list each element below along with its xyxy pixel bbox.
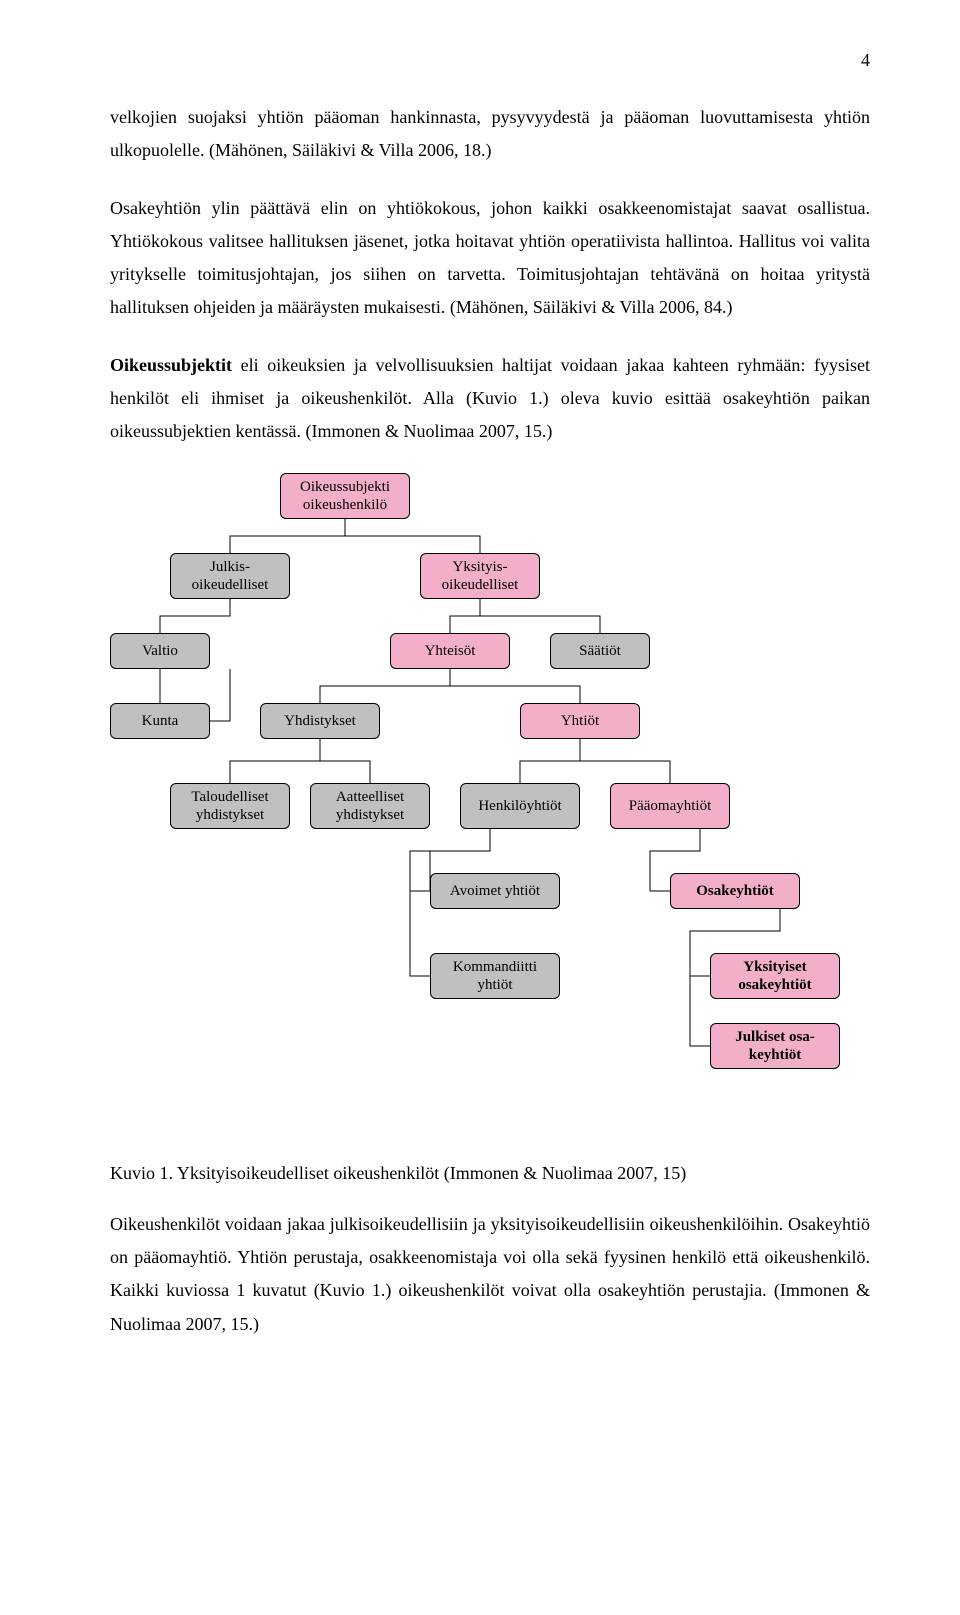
page: 4 velkojien suojaksi yhtiön pääoman hank… bbox=[0, 0, 960, 1425]
node-yhteisot: Yhteisöt bbox=[390, 633, 510, 669]
node-avoimet: Avoimet yhtiöt bbox=[430, 873, 560, 909]
node-root: Oikeussubjektioikeushenkilö bbox=[280, 473, 410, 519]
paragraph-2: Osakeyhtiön ylin päättävä elin on yhtiök… bbox=[110, 192, 870, 325]
org-diagram: Oikeussubjektioikeushenkilö Julkis-oikeud… bbox=[110, 473, 870, 1103]
node-yhtiot: Yhtiöt bbox=[520, 703, 640, 739]
node-paaoma: Pääomayhtiöt bbox=[610, 783, 730, 829]
node-aatteell: Aatteellisetyhdistykset bbox=[310, 783, 430, 829]
node-yhdistykset: Yhdistykset bbox=[260, 703, 380, 739]
node-kommandi: Kommandiittiyhtiöt bbox=[430, 953, 560, 999]
node-julkis: Julkis-oikeudelliset bbox=[170, 553, 290, 599]
node-julkiset: Julkiset osa-keyhtiöt bbox=[710, 1023, 840, 1069]
paragraph-3: Oikeussubjektit eli oikeuksien ja velvol… bbox=[110, 349, 870, 449]
node-yksityiset: Yksityisetosakeyhtiöt bbox=[710, 953, 840, 999]
node-valtio: Valtio bbox=[110, 633, 210, 669]
node-henkilo: Henkilöyhtiöt bbox=[460, 783, 580, 829]
paragraph-1: velkojien suojaksi yhtiön pääoman hankin… bbox=[110, 101, 870, 168]
p3-bold: Oikeussubjektit bbox=[110, 355, 232, 375]
node-yksityis: Yksityis-oikeudelliset bbox=[420, 553, 540, 599]
node-taloud: Taloudellisetyhdistykset bbox=[170, 783, 290, 829]
node-osake: Osakeyhtiöt bbox=[670, 873, 800, 909]
page-number: 4 bbox=[110, 50, 870, 71]
node-kunta: Kunta bbox=[110, 703, 210, 739]
figure-caption: Kuvio 1. Yksityisoikeudelliset oikeushen… bbox=[110, 1163, 870, 1184]
node-saatiot: Säätiöt bbox=[550, 633, 650, 669]
paragraph-4: Oikeushenkilöt voidaan jakaa julkisoikeu… bbox=[110, 1208, 870, 1341]
